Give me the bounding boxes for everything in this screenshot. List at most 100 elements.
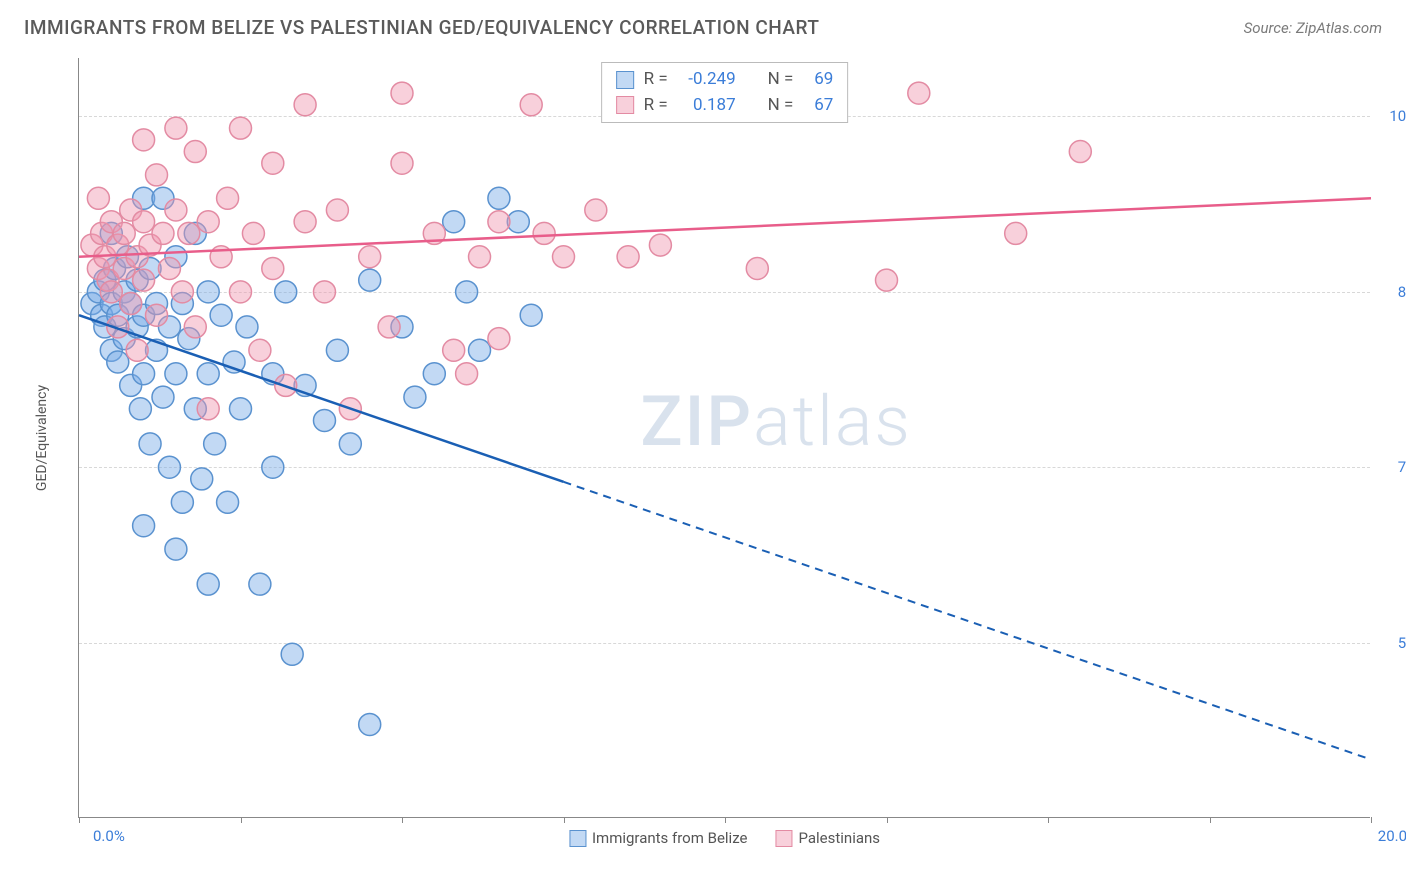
scatter-point-palestinians (326, 199, 348, 221)
y-axis-label: GED/Equivalency (34, 385, 50, 491)
scatter-point-belize (339, 433, 361, 455)
scatter-point-palestinians (230, 281, 252, 303)
legend-swatch (775, 830, 792, 847)
scatter-point-palestinians (520, 94, 542, 116)
scatter-point-palestinians (359, 246, 381, 268)
n-label: N = (768, 93, 794, 119)
r-value: 0.187 (678, 93, 736, 119)
r-label: R = (644, 67, 668, 93)
scatter-point-belize (197, 573, 219, 595)
scatter-point-palestinians (133, 269, 155, 291)
scatter-point-palestinians (553, 246, 575, 268)
y-tick-label: 70.0% (1378, 458, 1406, 476)
scatter-point-palestinians (1069, 141, 1091, 163)
scatter-point-belize (359, 713, 381, 735)
scatter-point-palestinians (171, 281, 193, 303)
x-tick (887, 817, 888, 823)
scatter-point-palestinians (217, 187, 239, 209)
stats-swatch (616, 96, 634, 114)
x-tick (1210, 817, 1211, 823)
scatter-point-belize (359, 269, 381, 291)
scatter-point-palestinians (158, 257, 180, 279)
y-tick-label: 55.0% (1378, 634, 1406, 652)
scatter-point-palestinians (378, 316, 400, 338)
scatter-point-palestinians (294, 211, 316, 233)
scatter-point-belize (210, 304, 232, 326)
scatter-point-belize (197, 363, 219, 385)
scatter-point-palestinians (165, 117, 187, 139)
scatter-point-belize (139, 433, 161, 455)
scatter-point-palestinians (165, 199, 187, 221)
scatter-point-belize (520, 304, 542, 326)
scatter-point-belize (129, 398, 151, 420)
n-label: N = (768, 67, 794, 93)
scatter-point-palestinians (443, 339, 465, 361)
scatter-point-palestinians (746, 257, 768, 279)
scatter-point-palestinians (294, 94, 316, 116)
scatter-point-belize (165, 538, 187, 560)
scatter-point-belize (404, 386, 426, 408)
scatter-point-belize (133, 515, 155, 537)
scatter-point-palestinians (197, 211, 219, 233)
scatter-point-belize (217, 491, 239, 513)
scatter-point-palestinians (146, 164, 168, 186)
chart-container: GED/Equivalency 55.0%70.0%85.0%100.0% ZI… (50, 58, 1370, 818)
scatter-point-belize (423, 363, 445, 385)
x-tick (79, 817, 80, 823)
scatter-point-palestinians (456, 363, 478, 385)
scatter-point-palestinians (1005, 222, 1027, 244)
scatter-point-belize (230, 398, 252, 420)
scatter-point-palestinians (617, 246, 639, 268)
scatter-point-palestinians (87, 187, 109, 209)
scatter-point-belize (236, 316, 258, 338)
scatter-point-palestinians (146, 304, 168, 326)
chart-source: Source: ZipAtlas.com (1244, 19, 1382, 37)
scatter-point-palestinians (391, 82, 413, 104)
scatter-point-belize (281, 643, 303, 665)
x-tick (564, 817, 565, 823)
scatter-point-palestinians (585, 199, 607, 221)
scatter-point-palestinians (391, 152, 413, 174)
scatter-point-palestinians (313, 281, 335, 303)
x-axis-max-label: 20.0% (1378, 827, 1406, 845)
scatter-point-palestinians (184, 316, 206, 338)
scatter-point-belize (197, 281, 219, 303)
legend-label: Immigrants from Belize (592, 829, 748, 847)
chart-title: IMMIGRANTS FROM BELIZE VS PALESTINIAN GE… (24, 16, 819, 39)
scatter-point-palestinians (533, 222, 555, 244)
scatter-point-palestinians (133, 211, 155, 233)
stats-swatch (616, 71, 634, 89)
scatter-point-palestinians (184, 141, 206, 163)
scatter-point-belize (488, 187, 510, 209)
scatter-point-palestinians (242, 222, 264, 244)
scatter-point-palestinians (262, 257, 284, 279)
scatter-point-belize (165, 363, 187, 385)
scatter-point-belize (456, 281, 478, 303)
scatter-point-belize (171, 491, 193, 513)
scatter-point-palestinians (197, 398, 219, 420)
scatter-point-belize (443, 211, 465, 233)
r-value: -0.249 (678, 67, 736, 93)
bottom-legend: Immigrants from Belize Palestinians (569, 829, 880, 847)
scatter-point-belize (275, 281, 297, 303)
legend-item: Palestinians (775, 829, 880, 847)
scatter-point-palestinians (178, 222, 200, 244)
legend-label: Palestinians (798, 829, 880, 847)
x-tick (241, 817, 242, 823)
plot-area: 55.0%70.0%85.0%100.0% ZIPatlas R =-0.249… (78, 58, 1370, 818)
x-tick (1048, 817, 1049, 823)
stats-row: R =0.187N =67 (616, 93, 834, 119)
scatter-point-palestinians (908, 82, 930, 104)
scatter-point-belize (326, 339, 348, 361)
scatter-svg (79, 58, 1371, 818)
scatter-point-belize (313, 409, 335, 431)
scatter-point-palestinians (488, 211, 510, 233)
x-axis-min-label: 0.0% (93, 827, 125, 845)
y-tick-label: 100.0% (1378, 107, 1406, 125)
stats-box: R =-0.249N =69R =0.187N =67 (601, 62, 849, 123)
scatter-point-palestinians (230, 117, 252, 139)
n-value: 67 (803, 93, 833, 119)
scatter-point-belize (107, 351, 129, 373)
scatter-point-belize (204, 433, 226, 455)
scatter-point-palestinians (126, 339, 148, 361)
